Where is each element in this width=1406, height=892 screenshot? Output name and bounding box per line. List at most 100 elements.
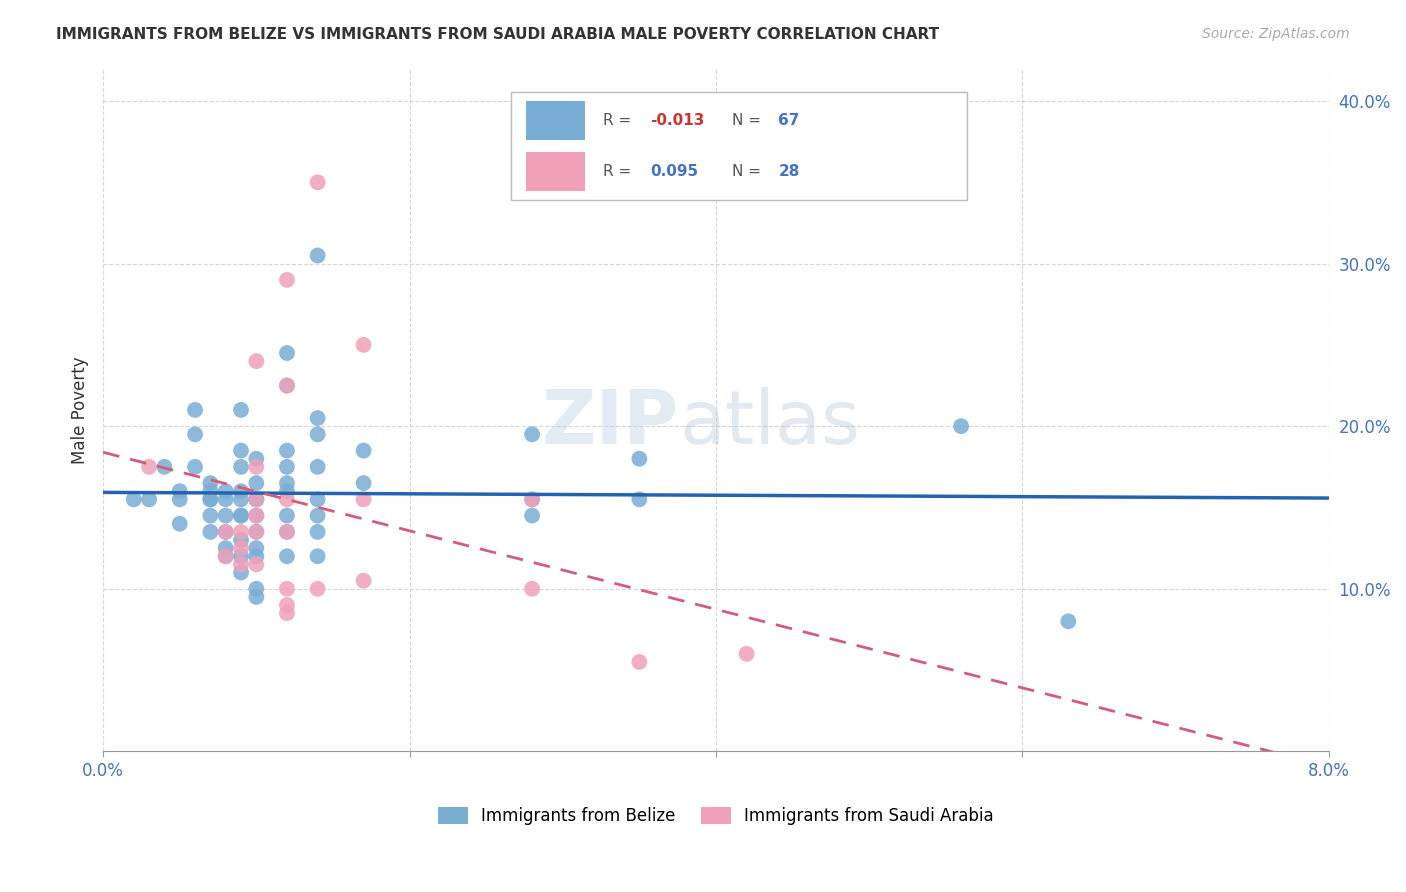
Point — [200, 492, 222, 507]
Point — [229, 443, 252, 458]
Point — [184, 403, 207, 417]
Point — [153, 459, 176, 474]
Point — [276, 378, 298, 392]
Point — [353, 338, 375, 352]
Point — [245, 590, 267, 604]
Point — [245, 492, 267, 507]
Point — [520, 508, 543, 523]
Point — [950, 419, 973, 434]
Point — [169, 492, 191, 507]
Point — [276, 598, 298, 612]
Text: N =: N = — [733, 113, 766, 128]
Point — [138, 492, 160, 507]
Point — [245, 492, 267, 507]
Point — [353, 476, 375, 491]
Point — [276, 476, 298, 491]
Text: R =: R = — [603, 164, 637, 179]
Point — [184, 459, 207, 474]
Point — [276, 492, 298, 507]
Point — [200, 492, 222, 507]
Point — [307, 582, 329, 596]
Point — [307, 492, 329, 507]
Point — [215, 484, 238, 499]
Point — [276, 524, 298, 539]
Point — [215, 492, 238, 507]
Point — [307, 459, 329, 474]
Point — [276, 443, 298, 458]
Point — [628, 655, 651, 669]
FancyBboxPatch shape — [526, 152, 585, 192]
Point — [215, 524, 238, 539]
Point — [628, 451, 651, 466]
Point — [245, 508, 267, 523]
Point — [628, 492, 651, 507]
Point — [215, 541, 238, 555]
Point — [276, 484, 298, 499]
Point — [200, 484, 222, 499]
Text: IMMIGRANTS FROM BELIZE VS IMMIGRANTS FROM SAUDI ARABIA MALE POVERTY CORRELATION : IMMIGRANTS FROM BELIZE VS IMMIGRANTS FRO… — [56, 27, 939, 42]
Text: 0.095: 0.095 — [650, 164, 697, 179]
Point — [245, 508, 267, 523]
Point — [520, 427, 543, 442]
Legend: Immigrants from Belize, Immigrants from Saudi Arabia: Immigrants from Belize, Immigrants from … — [432, 801, 1001, 832]
Point — [307, 175, 329, 189]
Text: ZIP: ZIP — [541, 387, 679, 460]
Point — [245, 524, 267, 539]
Point — [229, 484, 252, 499]
Point — [229, 492, 252, 507]
Point — [215, 524, 238, 539]
Point — [276, 606, 298, 620]
Point — [276, 346, 298, 360]
Point — [353, 443, 375, 458]
Point — [245, 549, 267, 564]
Point — [245, 582, 267, 596]
Point — [229, 549, 252, 564]
Point — [215, 508, 238, 523]
Point — [229, 533, 252, 547]
Point — [353, 574, 375, 588]
Point — [307, 508, 329, 523]
Y-axis label: Male Poverty: Male Poverty — [72, 356, 89, 464]
Point — [245, 459, 267, 474]
Point — [122, 492, 145, 507]
Point — [229, 558, 252, 572]
Point — [735, 647, 758, 661]
Point — [276, 378, 298, 392]
Point — [245, 558, 267, 572]
Point — [276, 459, 298, 474]
Text: atlas: atlas — [679, 387, 860, 460]
Point — [276, 582, 298, 596]
FancyBboxPatch shape — [526, 101, 585, 140]
Point — [229, 403, 252, 417]
Text: -0.013: -0.013 — [650, 113, 704, 128]
FancyBboxPatch shape — [512, 93, 967, 200]
Point — [229, 508, 252, 523]
Point — [307, 411, 329, 425]
Point — [245, 354, 267, 368]
Point — [520, 492, 543, 507]
Point — [229, 508, 252, 523]
Point — [276, 273, 298, 287]
Point — [520, 492, 543, 507]
Point — [245, 451, 267, 466]
Point — [215, 549, 238, 564]
Point — [200, 508, 222, 523]
Point — [229, 541, 252, 555]
Point — [307, 549, 329, 564]
Point — [245, 492, 267, 507]
Point — [245, 476, 267, 491]
Point — [229, 566, 252, 580]
Point — [169, 516, 191, 531]
Point — [1057, 615, 1080, 629]
Point — [307, 248, 329, 262]
Point — [229, 524, 252, 539]
Point — [184, 427, 207, 442]
Point — [200, 524, 222, 539]
Point — [138, 459, 160, 474]
Text: Source: ZipAtlas.com: Source: ZipAtlas.com — [1202, 27, 1350, 41]
Point — [169, 484, 191, 499]
Point — [245, 524, 267, 539]
Point — [215, 549, 238, 564]
Point — [353, 492, 375, 507]
Point — [307, 524, 329, 539]
